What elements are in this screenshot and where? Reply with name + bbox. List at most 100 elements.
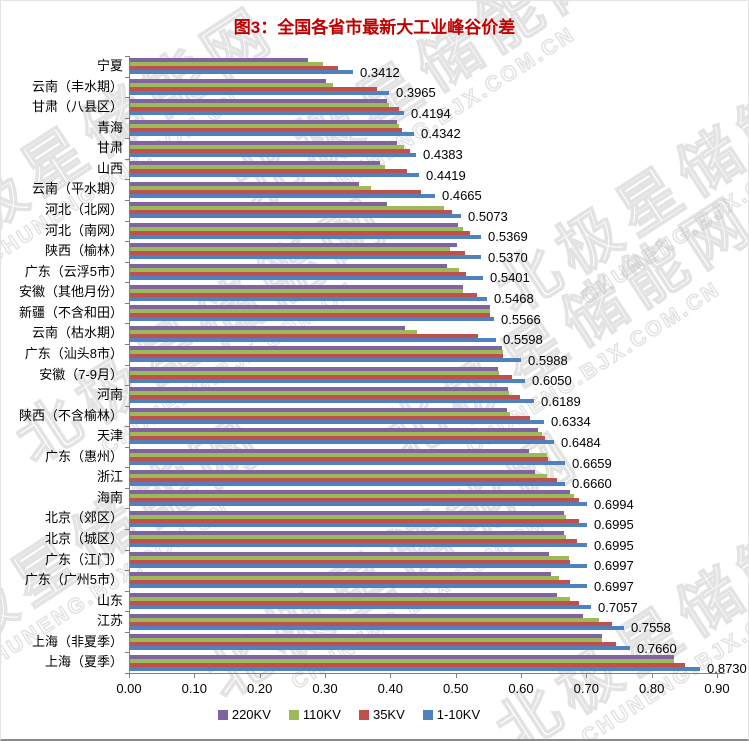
bar-1-10kv bbox=[130, 317, 494, 322]
y-axis-tick bbox=[125, 282, 129, 284]
bar-1-10kv bbox=[130, 646, 630, 651]
category-label: 云南（丰水期） bbox=[31, 78, 123, 94]
value-label: 0.7057 bbox=[598, 599, 638, 615]
category-label: 北京（郊区） bbox=[44, 510, 123, 526]
y-axis-tick bbox=[125, 487, 129, 489]
value-label: 0.7558 bbox=[631, 620, 671, 636]
bar-220kv bbox=[130, 140, 397, 145]
x-axis-line bbox=[129, 673, 725, 674]
value-label: 0.6660 bbox=[572, 476, 612, 492]
bar-35kv bbox=[130, 230, 470, 235]
bar-35kv bbox=[130, 127, 402, 132]
bar-110kv bbox=[130, 370, 499, 375]
x-axis-tick bbox=[716, 674, 718, 678]
y-axis-tick bbox=[125, 385, 129, 387]
bar-220kv bbox=[130, 181, 359, 186]
value-label: 0.8730 bbox=[707, 661, 747, 677]
bar-1-10kv bbox=[130, 296, 487, 301]
y-axis-tick bbox=[125, 158, 129, 160]
bar-220kv bbox=[130, 551, 549, 556]
bar-220kv bbox=[130, 469, 535, 474]
legend-item: 220KV bbox=[217, 707, 271, 722]
y-axis-tick bbox=[125, 199, 129, 201]
bar-110kv bbox=[130, 123, 399, 128]
category-label: 甘肃（八县区） bbox=[31, 99, 123, 115]
bar-110kv bbox=[130, 144, 404, 149]
y-axis-tick bbox=[125, 549, 129, 551]
bar-35kv bbox=[130, 518, 579, 523]
bar-110kv bbox=[130, 494, 574, 499]
y-axis-tick bbox=[125, 56, 129, 57]
x-axis-tick bbox=[129, 674, 130, 678]
bar-35kv bbox=[130, 601, 579, 606]
bar-110kv bbox=[130, 453, 547, 458]
y-axis-tick bbox=[125, 261, 129, 263]
category-label: 河北（南网） bbox=[44, 222, 123, 238]
category-label: 安徽（7-9月） bbox=[39, 366, 123, 382]
bar-110kv bbox=[130, 638, 602, 643]
category-label: 广东（汕头8市） bbox=[24, 345, 123, 361]
bar-220kv bbox=[130, 654, 674, 659]
bar-220kv bbox=[130, 428, 538, 433]
x-axis-tick bbox=[651, 674, 653, 678]
value-label: 0.6484 bbox=[561, 434, 601, 450]
category-label: 天津 bbox=[96, 428, 123, 444]
bar-110kv bbox=[130, 329, 417, 334]
category-label: 安徽（其他月份） bbox=[18, 284, 123, 300]
bar-1-10kv bbox=[130, 275, 483, 280]
y-axis-tick bbox=[125, 364, 129, 366]
x-axis-tick bbox=[259, 674, 261, 678]
category-label: 山西 bbox=[96, 160, 123, 176]
bar-110kv bbox=[130, 555, 569, 560]
legend-label: 1-10KV bbox=[436, 707, 481, 722]
y-axis-tick bbox=[125, 570, 129, 572]
bar-35kv bbox=[130, 189, 421, 194]
value-label: 0.3965 bbox=[396, 85, 436, 101]
x-axis-tick bbox=[455, 674, 457, 678]
category-label: 广东（江门） bbox=[44, 551, 123, 567]
value-label: 0.5401 bbox=[490, 270, 530, 286]
value-label: 0.5598 bbox=[503, 332, 543, 348]
category-label: 上海（夏季） bbox=[44, 654, 123, 670]
watermark-en-text: CHUNENG.BJX.COM.CN bbox=[577, 127, 749, 310]
bar-35kv bbox=[130, 477, 557, 482]
bar-35kv bbox=[130, 539, 577, 544]
bar-35kv bbox=[130, 580, 570, 585]
bar-220kv bbox=[130, 119, 397, 124]
value-label: 0.6189 bbox=[541, 393, 581, 409]
value-label: 0.4665 bbox=[442, 188, 482, 204]
y-axis-tick bbox=[125, 590, 129, 592]
value-label: 0.6659 bbox=[572, 455, 612, 471]
bar-220kv bbox=[130, 284, 463, 289]
y-axis-tick bbox=[125, 467, 129, 469]
bar-35kv bbox=[130, 621, 612, 626]
bar-110kv bbox=[130, 350, 503, 355]
category-label: 陕西（榆林） bbox=[44, 243, 123, 259]
bar-110kv bbox=[130, 267, 459, 272]
bar-110kv bbox=[130, 206, 444, 211]
x-axis-tick-label: 0.50 bbox=[443, 681, 469, 696]
bar-1-10kv bbox=[130, 90, 389, 95]
y-axis-tick bbox=[125, 673, 129, 674]
value-label: 0.5468 bbox=[494, 291, 534, 307]
bar-110kv bbox=[130, 165, 385, 170]
y-axis-tick bbox=[125, 97, 129, 99]
y-axis-tick bbox=[125, 138, 129, 140]
y-axis-line bbox=[129, 56, 130, 673]
bar-110kv bbox=[130, 514, 566, 519]
category-label: 海南 bbox=[96, 489, 123, 505]
value-label: 0.4194 bbox=[411, 105, 451, 121]
value-label: 0.4383 bbox=[423, 147, 463, 163]
bar-1-10kv bbox=[130, 152, 416, 157]
value-label: 0.6050 bbox=[532, 373, 572, 389]
category-label: 上海（非夏季） bbox=[31, 633, 123, 649]
bar-35kv bbox=[130, 498, 579, 503]
x-axis-tick bbox=[390, 674, 392, 678]
category-label: 广东（云浮5市） bbox=[24, 263, 123, 279]
bar-220kv bbox=[130, 572, 551, 577]
y-axis-tick bbox=[125, 220, 129, 222]
bar-1-10kv bbox=[130, 378, 525, 383]
legend-item: 110KV bbox=[288, 707, 341, 722]
x-axis-tick-label: 0.80 bbox=[639, 681, 665, 696]
